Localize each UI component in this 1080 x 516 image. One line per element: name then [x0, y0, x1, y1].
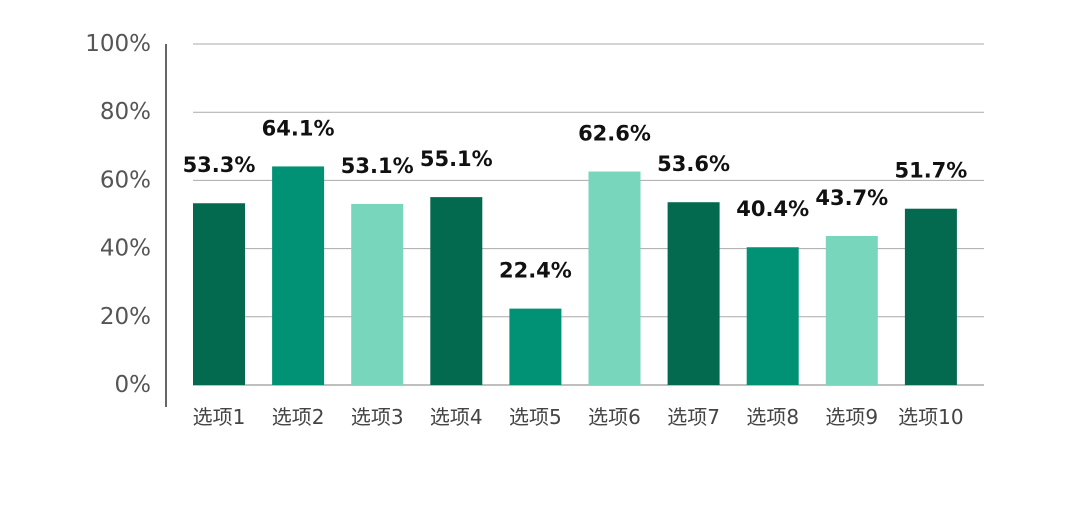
bar	[272, 166, 325, 385]
bar	[430, 197, 483, 385]
bar	[588, 171, 641, 385]
x-tick-label: 选项6	[588, 405, 641, 429]
x-tick-label: 选项2	[272, 405, 325, 429]
bar	[667, 202, 720, 385]
bars	[193, 166, 957, 385]
data-label: 55.1%	[420, 147, 493, 171]
x-tick-label: 选项9	[825, 405, 878, 429]
data-label: 51.7%	[894, 159, 967, 183]
x-tick-label: 选项5	[509, 405, 562, 429]
data-label: 64.1%	[262, 116, 335, 140]
data-label: 62.6%	[578, 122, 651, 146]
bar	[746, 247, 799, 385]
y-tick-label: 40%	[100, 236, 151, 262]
data-labels: 53.3%64.1%53.1% 55.1% 22.4% 62.6%53.6%40.4%…	[183, 116, 968, 282]
x-tick-label: 选项8	[746, 405, 799, 429]
y-tick-label: 80%	[100, 99, 151, 125]
data-label: 53.6%	[657, 152, 730, 176]
x-tick-label: 选项3	[351, 405, 404, 429]
y-tick-label: 20%	[100, 304, 151, 330]
data-label: 53.1%	[341, 154, 414, 178]
x-axis-ticks: 选项1 选项2 选项3 选项4 选项5 选项6 选项7 选项8 选项9 选项10	[193, 405, 964, 429]
bar	[825, 235, 878, 385]
y-tick-label: 0%	[115, 372, 152, 398]
x-tick-label: 选项7	[667, 405, 720, 429]
bar	[351, 203, 404, 385]
x-tick-label: 选项4	[430, 405, 483, 429]
data-label: 53.3%	[183, 153, 256, 177]
bar	[904, 208, 957, 385]
x-tick-label: 选项1	[193, 405, 246, 429]
data-label: 43.7%	[815, 186, 888, 210]
y-axis-ticks: 0% 20% 40% 60% 80% 100%	[85, 31, 151, 398]
y-tick-label: 100%	[85, 31, 151, 57]
x-tick-label: 选项10	[898, 405, 963, 429]
data-label: 40.4%	[736, 197, 809, 221]
bar	[193, 203, 245, 385]
bar	[509, 308, 562, 385]
data-label: 22.4%	[499, 259, 572, 283]
y-tick-label: 60%	[100, 167, 151, 193]
